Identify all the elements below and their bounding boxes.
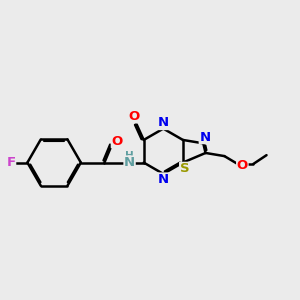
Text: O: O bbox=[237, 159, 248, 172]
Text: S: S bbox=[180, 162, 189, 176]
Text: N: N bbox=[199, 130, 210, 143]
Text: O: O bbox=[129, 110, 140, 123]
Text: H: H bbox=[125, 151, 134, 161]
Text: N: N bbox=[158, 173, 169, 186]
Text: N: N bbox=[158, 116, 169, 130]
Text: N: N bbox=[124, 156, 135, 169]
Text: O: O bbox=[111, 135, 123, 148]
Text: F: F bbox=[7, 156, 16, 169]
